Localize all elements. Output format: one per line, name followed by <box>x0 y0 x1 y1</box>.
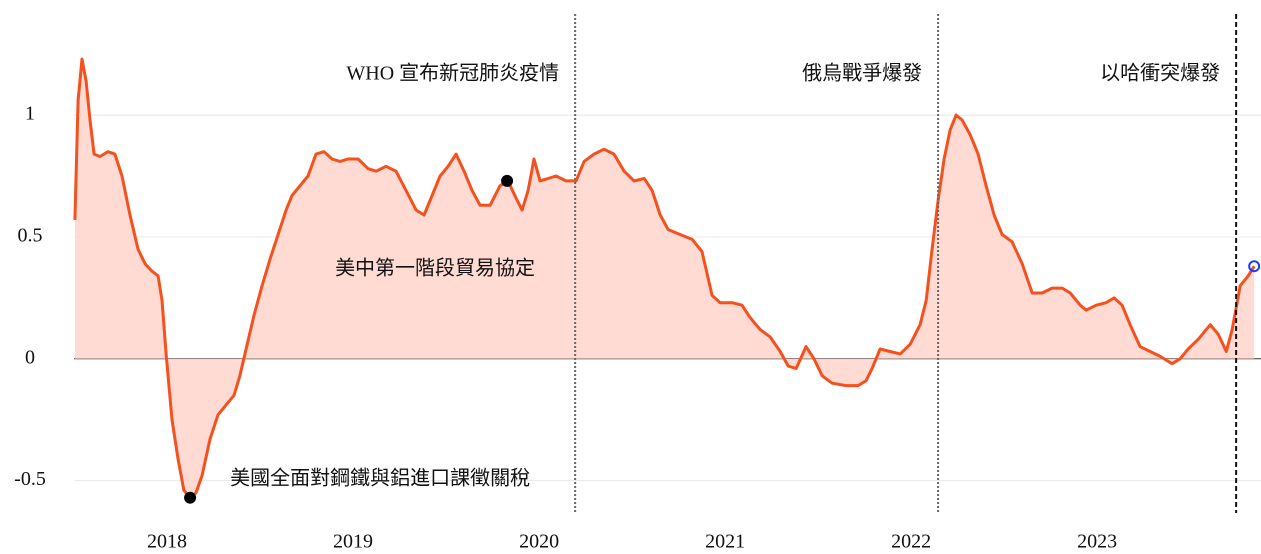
y-tick-label: -0.5 <box>14 468 46 490</box>
point-label: 美國全面對鋼鐵與鋁進口課徵關稅 <box>230 465 530 489</box>
x-tick-label: 2022 <box>891 531 931 553</box>
event-label: 以哈衝突爆發 <box>1100 62 1220 85</box>
x-tick-label: 2018 <box>147 531 187 553</box>
line <box>73 57 1256 500</box>
y-tick-label: 0 <box>25 346 35 368</box>
y-tick-label: 0.5 <box>18 225 43 247</box>
point-marker <box>184 491 197 504</box>
x-tick-label: 2021 <box>705 531 745 553</box>
point-marker <box>501 174 514 187</box>
x-tick-label: 2020 <box>519 531 559 553</box>
event-label: WHO 宣布新冠肺炎疫情 <box>346 62 559 85</box>
x-tick-label: 2019 <box>333 531 373 553</box>
area-fill <box>74 59 1255 498</box>
event-label: 俄烏戰爭爆發 <box>802 62 922 85</box>
x-tick-label: 2023 <box>1077 531 1117 553</box>
y-tick-label: 1 <box>25 103 35 125</box>
point-label: 美中第一階段貿易協定 <box>335 256 535 279</box>
end-marker <box>1248 260 1261 273</box>
